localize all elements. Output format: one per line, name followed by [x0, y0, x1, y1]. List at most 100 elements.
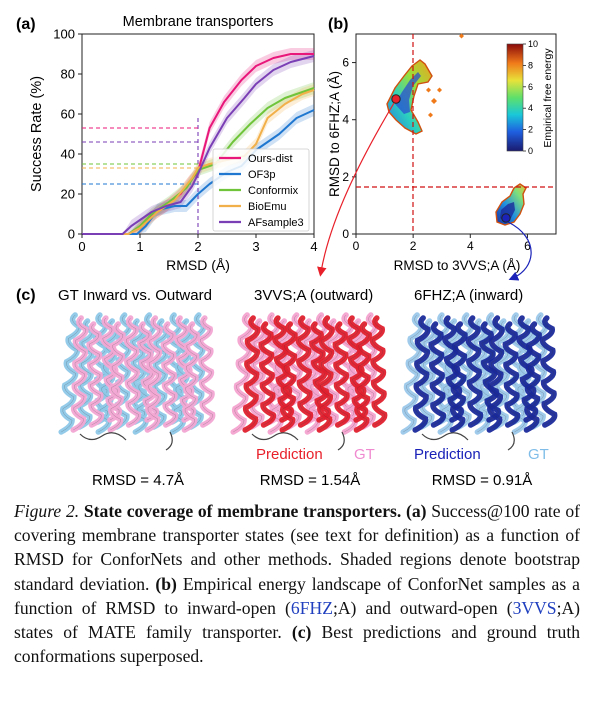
helix — [418, 318, 437, 430]
helix — [428, 321, 447, 428]
helix — [523, 321, 542, 433]
cb-tick-label-8: 8 — [528, 60, 533, 70]
helix — [449, 321, 468, 433]
b-ytick-label-2: 2 — [342, 170, 349, 184]
helix — [58, 312, 83, 435]
col2-title: 3VVS;A (outward) — [254, 287, 373, 304]
panel-b-label: (b) — [328, 16, 348, 33]
helix-outline — [260, 323, 274, 426]
helix-outline — [542, 317, 555, 426]
panel-b: (b) 0 2 4 6 0 2 4 6 RMSD to 3VVS;A (Å) RMSD to … — [317, 16, 557, 281]
helix — [70, 315, 89, 433]
helix-outline — [282, 323, 296, 431]
b-ytick-label-4: 4 — [342, 113, 349, 127]
helix-outline — [184, 323, 198, 431]
legend-conformix: Conformix — [248, 185, 299, 197]
energy-scatter-points — [426, 33, 464, 118]
helix — [230, 312, 255, 435]
helix — [86, 321, 105, 428]
b-xtick-label-2: 2 — [410, 239, 417, 253]
cb-tick-label-0: 0 — [528, 146, 533, 156]
helix-outline — [245, 317, 259, 431]
caption-part-c-marker: (c) — [291, 622, 312, 643]
helix — [271, 315, 295, 423]
loop — [251, 432, 299, 441]
caption-link-3vvs[interactable]: 3VVS — [512, 597, 557, 618]
helix-outline — [73, 317, 87, 431]
cb-tick-label-6: 6 — [528, 82, 533, 92]
helix-outline — [526, 323, 540, 431]
panel-a-label: (a) — [16, 16, 36, 33]
helix-outline — [110, 323, 124, 431]
arrow-to-outward-structure — [317, 102, 395, 277]
helix-outline — [274, 317, 292, 421]
helix-outline — [372, 317, 385, 426]
a-ytick-label-100: 100 — [53, 27, 75, 42]
panel-a-legend: Ours-dist OF3p Conformix BioEmu AFsample… — [212, 148, 310, 232]
helix-outline — [102, 317, 120, 421]
colorbar-ticks: 0 2 4 6 8 10 — [523, 39, 538, 156]
cb-tick-label-10: 10 — [528, 39, 538, 49]
col2-prediction-label: Prediction — [256, 446, 323, 463]
helix-outline — [489, 317, 503, 431]
helix-outline — [147, 317, 161, 431]
a-xtick-label-0: 0 — [78, 239, 85, 254]
helix — [465, 315, 484, 428]
helix-outline — [415, 317, 429, 431]
helix-outline — [421, 320, 435, 428]
col3-prediction-label: Prediction — [414, 446, 481, 463]
helix-outline — [518, 317, 536, 421]
helix-outline — [163, 323, 176, 426]
caption-part-c-text: Best predictions and ground truth confor… — [14, 622, 581, 667]
helix-outline — [297, 317, 311, 426]
panel-b-xlabel: RMSD to 3VVS;A (Å) — [394, 258, 521, 273]
helix — [441, 315, 465, 423]
helix — [316, 315, 335, 433]
caption-part-b-marker: (b) — [155, 573, 177, 594]
structure-gt-inward-vs-outward — [58, 312, 216, 451]
caption-part-a-marker: (a) — [405, 501, 427, 521]
panel-a-xlabel: RMSD (Å) — [166, 257, 230, 273]
cb-tick-label-2: 2 — [528, 125, 533, 135]
panel-b-ylabel: RMSD to 6FHZ;A (Å) — [327, 71, 342, 197]
panel-a-series — [82, 53, 315, 235]
legend-ours-dist: Ours-dist — [248, 153, 293, 165]
b-xtick-label-0: 0 — [353, 239, 360, 253]
band-bioemu — [82, 84, 314, 234]
helix — [174, 315, 197, 423]
helix-outline — [125, 317, 139, 426]
marker-best-inward — [391, 94, 401, 104]
helix — [369, 315, 388, 428]
helix-outline — [233, 314, 252, 433]
a-xtick-label-4: 4 — [310, 239, 317, 254]
a-ytick-label-0: 0 — [68, 227, 75, 242]
helix — [123, 315, 142, 428]
panel-b-ticks: 0 2 4 6 0 2 4 6 — [342, 56, 531, 253]
col3-title: 6FHZ;A (inward) — [414, 287, 523, 304]
loop — [507, 431, 515, 451]
b-xtick-label-6: 6 — [524, 239, 531, 253]
b-ytick-label-6: 6 — [342, 56, 349, 70]
caption-part-b-text-1: Empirical energy landscape of ConforNet … — [14, 573, 580, 618]
helix-outline — [467, 317, 481, 426]
legend-afsample3: AFsample3 — [248, 217, 304, 229]
helix — [332, 321, 351, 428]
col2-rmsd: RMSD = 1.54Å — [260, 472, 360, 489]
a-ytick-label-60: 60 — [61, 107, 75, 122]
col2-gt-label: GT — [354, 446, 375, 463]
a-xtick-label-2: 2 — [194, 239, 201, 254]
panel-c: (c) GT Inward vs. Outward 3VVS;A (outwar… — [16, 287, 558, 489]
panel-c-label: (c) — [16, 287, 36, 304]
helix — [353, 321, 372, 433]
series-of3p — [82, 109, 315, 235]
helix-outline — [200, 317, 213, 426]
cb-tick-label-4: 4 — [528, 103, 533, 113]
panel-a-ylabel: Success Rate (%) — [29, 76, 45, 192]
marker-best-outward — [501, 213, 511, 223]
figure-2: (a) Membrane transporters 0 1 2 3 4020406080… — [16, 14, 558, 489]
loop — [79, 432, 127, 441]
helix — [295, 315, 314, 428]
helix — [197, 315, 216, 428]
caption-link-6fhz[interactable]: 6FHZ — [290, 597, 333, 618]
caption-title: State coverage of membrane transporters. — [83, 501, 402, 521]
